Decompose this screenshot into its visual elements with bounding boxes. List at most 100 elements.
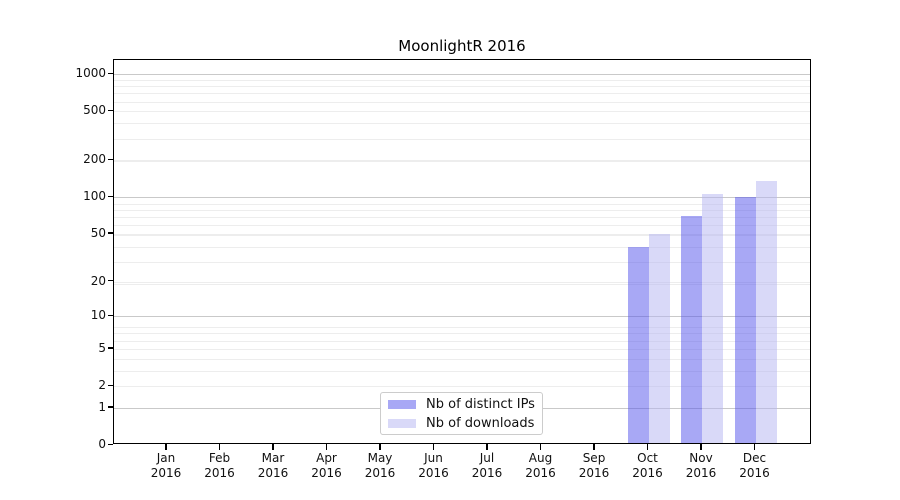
bar-distinct-ips-oct — [627, 247, 649, 443]
x-axis-tick-mark — [486, 444, 488, 450]
x-axis-tick-label: Nov 2016 — [671, 451, 731, 481]
y-axis-tick-mark — [108, 72, 113, 74]
x-axis-tick-label: Jul 2016 — [457, 451, 517, 481]
minor-gridline — [114, 138, 810, 140]
minor-gridline — [114, 386, 810, 387]
minor-gridline — [114, 209, 810, 211]
x-axis-tick-label: Jun 2016 — [404, 451, 464, 481]
minor-gridline — [114, 333, 810, 335]
x-tick-month: Oct — [637, 451, 658, 465]
y-axis-tick-mark — [108, 109, 113, 112]
y-axis-tick-label: 2 — [98, 378, 106, 392]
x-axis-tick-label: Dec 2016 — [725, 451, 785, 481]
minor-gridline — [114, 370, 810, 372]
minor-gridline — [114, 327, 810, 329]
x-tick-month: Aug — [528, 451, 553, 465]
legend: Nb of distinct IPs Nb of downloads — [380, 392, 543, 435]
minor-gridline — [114, 262, 810, 264]
x-tick-year: 2016 — [578, 466, 610, 480]
minor-gridline — [114, 203, 810, 205]
minor-gridline — [114, 79, 810, 81]
y-axis-tick-mark — [108, 280, 113, 282]
x-axis-tick-mark — [325, 444, 328, 450]
x-tick-year: 2016 — [257, 466, 289, 480]
y-axis-tick-mark — [108, 232, 113, 234]
minor-gridline — [114, 160, 810, 162]
x-tick-year: 2016 — [204, 466, 235, 480]
x-tick-year: 2016 — [739, 466, 770, 480]
bar-distinct-ips-dec — [734, 197, 756, 443]
x-axis-tick-mark — [432, 444, 435, 450]
y-axis-tick-mark — [108, 384, 113, 386]
y-axis-tick-mark — [108, 314, 113, 317]
x-axis-tick-mark — [272, 444, 274, 450]
legend-swatch-distinct-ips — [388, 399, 416, 409]
x-axis-tick-label: Oct 2016 — [618, 451, 678, 481]
bar-downloads-oct — [648, 233, 670, 443]
x-tick-month: Feb — [208, 451, 231, 465]
bar-distinct-ips-nov — [681, 216, 702, 443]
x-tick-month: Jun — [424, 451, 443, 465]
y-axis-tick-mark — [108, 443, 113, 445]
y-axis-tick-label: 20 — [90, 273, 106, 288]
legend-item-distinct-ips: Nb of distinct IPs — [388, 397, 542, 412]
chart-title: MoonlightR 2016 — [398, 37, 526, 55]
minor-gridline — [114, 225, 810, 227]
x-tick-year: 2016 — [418, 466, 449, 480]
x-axis-tick-mark — [593, 444, 595, 450]
x-axis-tick-label: May 2016 — [350, 451, 410, 481]
x-axis-tick-mark — [753, 444, 756, 450]
x-axis-tick-label: Jan 2016 — [136, 451, 196, 481]
legend-swatch-downloads — [388, 418, 416, 428]
y-axis-tick-label: 5 — [98, 340, 106, 355]
x-tick-month: Nov — [689, 451, 713, 465]
x-tick-year: 2016 — [685, 466, 717, 480]
x-axis-tick-label: Apr 2016 — [297, 451, 357, 481]
x-tick-year: 2016 — [471, 466, 503, 480]
x-tick-year: 2016 — [150, 466, 182, 480]
x-tick-year: 2016 — [364, 466, 396, 480]
x-tick-month: Jan — [156, 451, 176, 465]
minor-gridline — [114, 235, 810, 236]
bar-downloads-nov — [702, 194, 723, 443]
minor-gridline — [114, 101, 810, 103]
minor-gridline — [114, 233, 810, 235]
x-axis-tick-mark — [700, 444, 702, 450]
y-axis-tick-label: 1 — [98, 399, 106, 414]
major-gridline — [114, 316, 810, 318]
y-axis-tick-label: 50 — [90, 225, 106, 240]
minor-gridline — [114, 123, 810, 125]
minor-gridline — [114, 93, 810, 95]
x-axis-tick-mark — [539, 444, 542, 450]
y-axis-tick-mark — [108, 195, 113, 198]
x-tick-year: 2016 — [311, 466, 342, 480]
legend-label-downloads: Nb of downloads — [426, 415, 535, 431]
plot-area — [113, 59, 811, 444]
x-tick-month: Mar — [261, 451, 285, 465]
legend-label-distinct-ips: Nb of distinct IPs — [426, 396, 535, 412]
x-tick-year: 2016 — [632, 466, 663, 480]
y-axis-tick-label: 500 — [83, 103, 106, 118]
x-axis-tick-mark — [646, 444, 649, 450]
y-axis-tick-label: 100 — [83, 189, 106, 204]
x-tick-month: May — [367, 451, 393, 465]
minor-gridline — [114, 111, 810, 113]
minor-gridline — [114, 216, 810, 218]
legend-item-downloads: Nb of downloads — [388, 416, 542, 431]
minor-gridline — [114, 284, 810, 286]
y-axis-tick-mark — [108, 158, 113, 161]
y-axis-tick-label: 0 — [98, 437, 106, 451]
x-axis-tick-label: Aug 2016 — [511, 451, 571, 481]
x-tick-month: Apr — [316, 451, 337, 465]
y-axis-tick-label: 1000 — [75, 66, 106, 81]
x-axis-tick-label: Feb 2016 — [190, 451, 250, 481]
minor-gridline — [114, 340, 810, 342]
y-axis-tick-label: 200 — [83, 152, 106, 167]
x-axis-tick-mark — [218, 444, 221, 450]
y-axis-tick-label: 10 — [90, 308, 106, 323]
x-axis-tick-label: Mar 2016 — [243, 451, 303, 481]
minor-gridline — [114, 348, 810, 350]
minor-gridline — [114, 358, 810, 360]
x-tick-month: Jul — [479, 451, 495, 465]
